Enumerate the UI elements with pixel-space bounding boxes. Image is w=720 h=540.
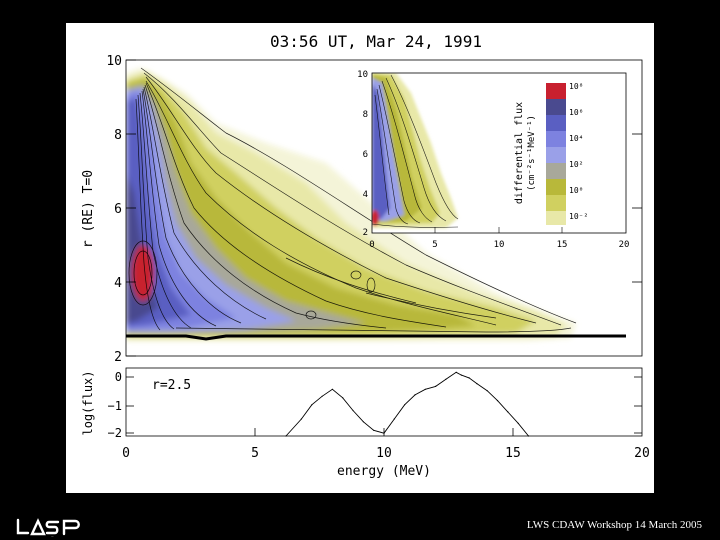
line-ytick-m1: −1: [108, 399, 122, 413]
flux-point: [445, 378, 447, 380]
main-y-tick-labels: 10 8 6 4 2: [106, 54, 122, 365]
colorbar-label-line2: (cm⁻²s⁻¹MeV⁻¹): [527, 115, 537, 191]
flux-series-line: [285, 371, 529, 437]
line-xtick-20: 20: [634, 446, 650, 461]
lasp-logo-text: LASP: [51, 535, 54, 538]
inset-xtick-5: 5: [432, 240, 437, 250]
flux-point: [321, 395, 323, 397]
line-xtick-0: 0: [122, 446, 130, 461]
colorbar-swatch-5: [546, 147, 566, 163]
flux-point: [435, 385, 437, 387]
colorbar-swatch-1: [546, 83, 566, 99]
inset-ytick-10: 10: [357, 70, 368, 80]
chart-title: 03:56 UT, Mar 24, 1991: [270, 32, 482, 51]
main-ytick-2: 2: [114, 350, 122, 365]
flux-point: [486, 390, 488, 392]
line-chart-frame: [125, 367, 643, 437]
line-y-tick-labels: 0 −1 −2: [108, 370, 122, 440]
flux-point: [393, 418, 395, 420]
flux-point: [362, 421, 364, 423]
main-contours: [128, 67, 577, 333]
inset-x-tick-labels: 0 5 10 15 20: [369, 240, 629, 250]
main-baseline: [126, 334, 626, 341]
inset-peak: [372, 210, 379, 226]
inset-xtick-10: 10: [494, 240, 505, 250]
colorbar-swatch-3: [546, 115, 566, 131]
flux-point: [331, 388, 333, 390]
main-ytick-6: 6: [114, 202, 122, 217]
flux-point: [476, 383, 478, 385]
flux-point: [527, 435, 530, 437]
flux-point: [352, 409, 354, 412]
main-y-ticks: [126, 59, 642, 357]
flux-point: [373, 429, 375, 431]
inset-ytick-2: 2: [363, 228, 368, 238]
flux-point: [455, 371, 457, 373]
main-y-axis-label: r (RE) T=0: [81, 170, 96, 248]
lasp-logo: LASP: [16, 518, 80, 538]
line-x-ticks: [126, 376, 642, 436]
flux-point: [507, 411, 509, 413]
inset-contours: [372, 74, 459, 228]
colorbar-swatch-6: [546, 163, 566, 179]
line-x-tick-labels: 0 5 10 15 20: [122, 446, 650, 461]
figure-panel: 03:56 UT, Mar 24, 1991: [66, 23, 654, 493]
inset-xtick-0: 0: [369, 240, 374, 250]
colorbar-tick-1e8: 10⁸: [569, 82, 583, 91]
line-xtick-5: 5: [251, 446, 259, 461]
flux-point: [404, 404, 406, 406]
flux-point: [383, 432, 385, 434]
colorbar-swatch-7: [546, 179, 566, 195]
line-xtick-10: 10: [376, 446, 392, 461]
flux-point: [414, 394, 416, 396]
colorbar-label-line1: differential flux: [514, 102, 525, 204]
footer-caption: LWS CDAW Workshop 14 March 2005: [526, 519, 702, 531]
colorbar-tick-labels: 10⁸ 10⁶ 10⁴ 10² 10⁰ 10⁻²: [569, 82, 588, 221]
colorbar-tick-1e2: 10²: [569, 160, 583, 169]
flux-point: [468, 377, 470, 379]
flux-point: [496, 400, 499, 402]
flux-point: [460, 374, 462, 376]
inset-ytick-6: 6: [363, 150, 368, 160]
line-ytick-0: 0: [115, 370, 122, 384]
flux-point: [311, 404, 313, 406]
colorbar: 10⁸ 10⁶ 10⁴ 10² 10⁰ 10⁻² differential fl…: [514, 82, 588, 225]
colorbar-tick-1e-2: 10⁻²: [569, 212, 588, 221]
inset-chart: 10 8 6 4 2 0 5 10 15 20 1: [357, 70, 629, 250]
main-heatmap: [126, 67, 626, 341]
main-ytick-8: 8: [114, 128, 122, 143]
colorbar-swatch-4: [546, 131, 566, 147]
flux-point: [285, 435, 287, 437]
line-y-axis-label: log(flux): [81, 370, 95, 435]
flux-point: [342, 397, 344, 399]
flux-points: [285, 371, 530, 437]
colorbar-swatch-8: [546, 195, 566, 211]
colorbar-swatch-9: [546, 211, 566, 225]
inset-x-ticks: [434, 227, 563, 233]
inset-ytick-4: 4: [363, 190, 368, 200]
colorbar-swatch-2: [546, 99, 566, 115]
inset-xtick-15: 15: [557, 240, 568, 250]
flux-peak: [132, 245, 154, 301]
line-xtick-15: 15: [505, 446, 521, 461]
colorbar-tick-1e4: 10⁴: [569, 134, 583, 143]
inset-ytick-8: 8: [363, 110, 368, 120]
main-ytick-10: 10: [106, 54, 122, 69]
main-ytick-4: 4: [114, 276, 122, 291]
line-chart: 0 −1 −2 log(flux) r=2.5 0 5 10 15 20 ene…: [81, 367, 650, 479]
flux-point: [300, 418, 302, 420]
line-x-axis-label: energy (MeV): [337, 464, 431, 479]
flux-point: [424, 388, 426, 390]
flux-point: [517, 422, 519, 424]
figure-svg: 03:56 UT, Mar 24, 1991: [81, 32, 650, 479]
colorbar-tick-1e0: 10⁰: [569, 186, 583, 195]
line-ytick-m2: −2: [108, 426, 122, 440]
line-annotation: r=2.5: [152, 378, 191, 393]
colorbar-tick-1e6: 10⁶: [569, 108, 583, 117]
inset-y-tick-labels: 10 8 6 4 2: [357, 70, 368, 238]
inset-xtick-20: 20: [619, 240, 630, 250]
